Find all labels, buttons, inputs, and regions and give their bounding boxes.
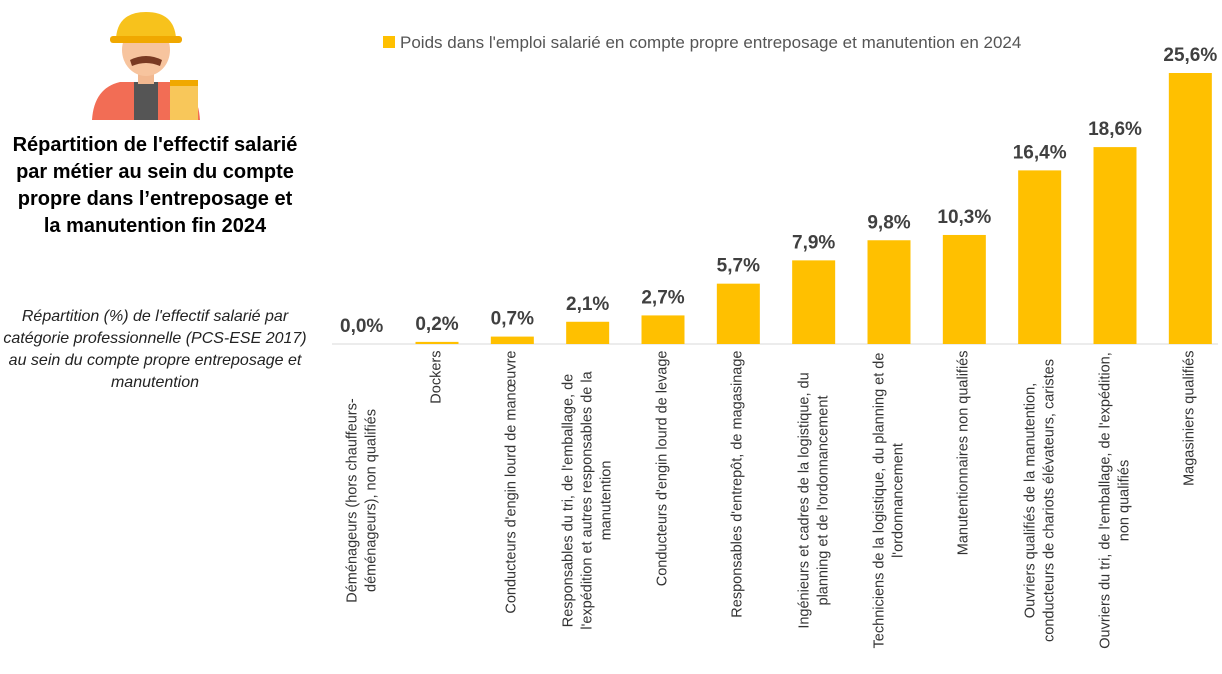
data-label: 10,3% <box>937 207 991 228</box>
x-tick-label: Ouvriers du tri, de l'emballage, de l'ex… <box>1078 350 1153 670</box>
x-tick-label: Ingénieurs et cadres de la logistique, d… <box>776 350 851 670</box>
data-label: 0,2% <box>415 314 458 335</box>
x-tick-text: Ingénieurs et cadres de la logistique, d… <box>795 371 831 629</box>
subtitle: Répartition (%) de l'effectif salarié pa… <box>3 308 307 391</box>
x-tick-label: Techniciens de la logistique, du plannin… <box>852 350 927 670</box>
data-label: 0,0% <box>340 316 383 337</box>
x-tick-label: Conducteurs d'engin lourd de levage <box>626 350 701 670</box>
x-tick-text: Ouvriers du tri, de l'emballage, de l'ex… <box>1097 351 1132 649</box>
data-label: 0,7% <box>491 309 534 330</box>
bar <box>1168 73 1212 344</box>
legend: Poids dans l'emploi salarié en compte pr… <box>383 30 1023 55</box>
legend-swatch <box>383 36 395 48</box>
x-tick-text: Responsables d'entrepôt, de magasinage <box>729 350 746 618</box>
data-label: 7,9% <box>792 232 835 253</box>
data-label: 18,6% <box>1088 119 1142 140</box>
bar <box>1018 170 1062 344</box>
bar <box>566 321 610 344</box>
x-tick-label: Magasiniers qualifiés <box>1153 350 1222 670</box>
title: Répartition de l'effectif salarié par mé… <box>12 134 298 237</box>
x-tick-label: Responsables d'entrepôt, de magasinage <box>701 350 776 670</box>
bar <box>490 336 534 344</box>
x-tick-text: Techniciens de la logistique, du plannin… <box>871 352 906 648</box>
worker-icon <box>92 12 200 120</box>
bar <box>1093 147 1137 344</box>
x-tick-label: Conducteurs d'engin lourd de manœuvre <box>475 350 550 670</box>
bar <box>792 260 836 344</box>
x-tick-text: Manutentionnaires non qualifiés <box>955 350 972 555</box>
bar <box>415 341 459 344</box>
x-tick-text: Déménageurs (hors chauffeurs-déménageurs… <box>343 397 379 603</box>
data-label: 9,8% <box>867 212 910 233</box>
x-tick-text: Responsables du tri, de l'emballage, de … <box>560 370 615 630</box>
x-tick-text: Conducteurs d'engin lourd de levage <box>654 350 671 586</box>
bar <box>716 283 760 344</box>
bar <box>942 234 986 344</box>
x-tick-label: Dockers <box>400 350 475 670</box>
x-tick-text: Conducteurs d'engin lourd de manœuvre <box>503 350 520 614</box>
data-label: 5,7% <box>717 256 760 277</box>
data-label: 16,4% <box>1013 142 1067 163</box>
x-tick-label: Manutentionnaires non qualifiés <box>927 350 1002 670</box>
data-label: 2,7% <box>641 287 684 308</box>
x-tick-label: Responsables du tri, de l'emballage, de … <box>550 350 625 670</box>
x-tick-text: Dockers <box>428 350 445 404</box>
x-tick-label: Déménageurs (hors chauffeurs-déménageurs… <box>324 350 399 670</box>
bar <box>867 240 911 344</box>
data-label: 2,1% <box>566 294 609 315</box>
bar <box>641 315 685 344</box>
x-tick-label: Ouvriers qualifiés de la manutention, co… <box>1002 350 1077 670</box>
x-tick-text: Magasiniers qualifiés <box>1181 350 1198 486</box>
x-tick-text: Ouvriers qualifiés de la manutention, co… <box>1021 358 1057 642</box>
legend-label: Poids dans l'emploi salarié en compte pr… <box>400 33 1022 52</box>
data-label: 25,6% <box>1163 45 1217 66</box>
